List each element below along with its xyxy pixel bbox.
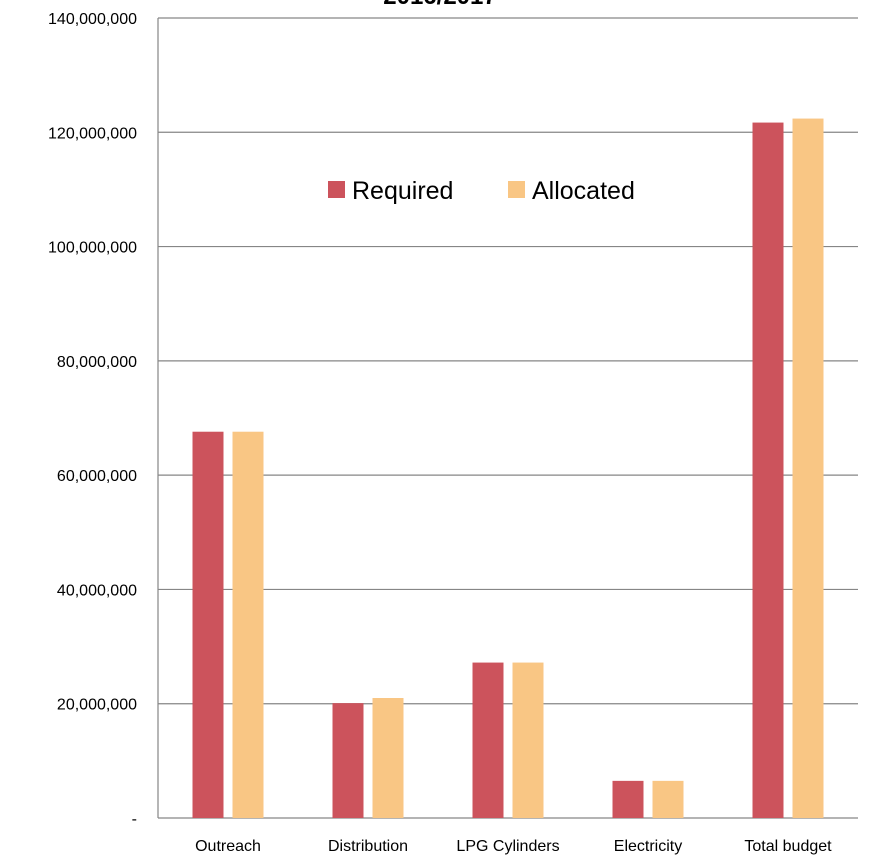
legend-label: Required (352, 177, 453, 205)
bars (192, 118, 824, 819)
bar-allocated (512, 662, 544, 818)
y-tick-label: 140,000,000 (48, 11, 137, 28)
x-tick-label: Electricity (614, 838, 682, 855)
bar-allocated (652, 780, 684, 818)
plot-frame (157, 18, 858, 819)
y-tick-label: 100,000,000 (48, 240, 137, 257)
legend-swatch (508, 181, 525, 198)
y-tick-label: 40,000,000 (57, 582, 137, 599)
bar-required (752, 122, 784, 819)
y-axis-tick-labels: - 20,000,000 40,000,000 60,000,000 80,000,00… (48, 11, 137, 828)
bar-required (192, 431, 224, 818)
y-tick-label: 20,000,000 (57, 697, 137, 714)
x-axis-tick-labels: Outreach Distribution LPG Cylinders Electri… (195, 838, 832, 855)
y-tick-label: 60,000,000 (57, 468, 137, 485)
y-tick-label: - (132, 811, 137, 828)
legend-swatch (328, 181, 345, 198)
y-tick-label: 80,000,000 (57, 354, 137, 371)
bar-allocated (372, 698, 404, 818)
x-tick-label: LPG Cylinders (456, 838, 559, 855)
chart-title: 2016/2017 (383, 0, 496, 10)
x-tick-label: Total budget (744, 838, 832, 855)
legend-label: Allocated (532, 177, 635, 205)
y-tick-label: 120,000,000 (48, 125, 137, 142)
bar-required (332, 703, 364, 818)
x-tick-label: Outreach (195, 838, 261, 855)
bar-allocated (792, 118, 824, 819)
legend: Required Allocated (328, 177, 635, 205)
bar-allocated (232, 431, 264, 818)
bar-required (472, 662, 504, 818)
x-tick-label: Distribution (328, 838, 408, 855)
bar-required (612, 780, 644, 818)
gridlines (158, 17, 858, 705)
